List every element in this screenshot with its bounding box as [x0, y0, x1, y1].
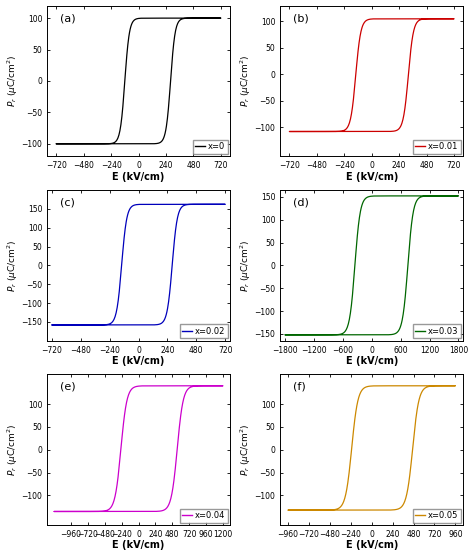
Y-axis label: $P_r$ ($\mu$C/cm$^2$): $P_r$ ($\mu$C/cm$^2$)	[239, 54, 253, 107]
Y-axis label: $P_r$ ($\mu$C/cm$^2$): $P_r$ ($\mu$C/cm$^2$)	[6, 424, 20, 476]
X-axis label: E (kV/cm): E (kV/cm)	[346, 540, 398, 550]
Text: (e): (e)	[60, 382, 75, 392]
Legend: x=0.02: x=0.02	[180, 324, 228, 338]
Legend: x=0.04: x=0.04	[180, 509, 228, 523]
X-axis label: E (kV/cm): E (kV/cm)	[112, 172, 165, 182]
Y-axis label: $P_r$ ($\mu$C/cm$^2$): $P_r$ ($\mu$C/cm$^2$)	[239, 239, 253, 291]
Y-axis label: $P_r$ ($\mu$C/cm$^2$): $P_r$ ($\mu$C/cm$^2$)	[6, 239, 20, 291]
Text: (b): (b)	[293, 13, 309, 23]
Text: (d): (d)	[293, 197, 309, 207]
X-axis label: E (kV/cm): E (kV/cm)	[346, 172, 398, 182]
Legend: x=0.03: x=0.03	[413, 324, 461, 338]
Y-axis label: $P_r$ ($\mu$C/cm$^2$): $P_r$ ($\mu$C/cm$^2$)	[239, 424, 253, 476]
X-axis label: E (kV/cm): E (kV/cm)	[112, 540, 165, 550]
Y-axis label: $P_r$ ($\mu$C/cm$^2$): $P_r$ ($\mu$C/cm$^2$)	[6, 54, 20, 107]
Text: (f): (f)	[293, 382, 306, 392]
Text: (a): (a)	[60, 13, 75, 23]
X-axis label: E (kV/cm): E (kV/cm)	[346, 356, 398, 366]
Text: (c): (c)	[60, 197, 75, 207]
Legend: x=0: x=0	[193, 140, 228, 154]
X-axis label: E (kV/cm): E (kV/cm)	[112, 356, 165, 366]
Legend: x=0.01: x=0.01	[413, 140, 461, 154]
Legend: x=0.05: x=0.05	[413, 509, 461, 523]
